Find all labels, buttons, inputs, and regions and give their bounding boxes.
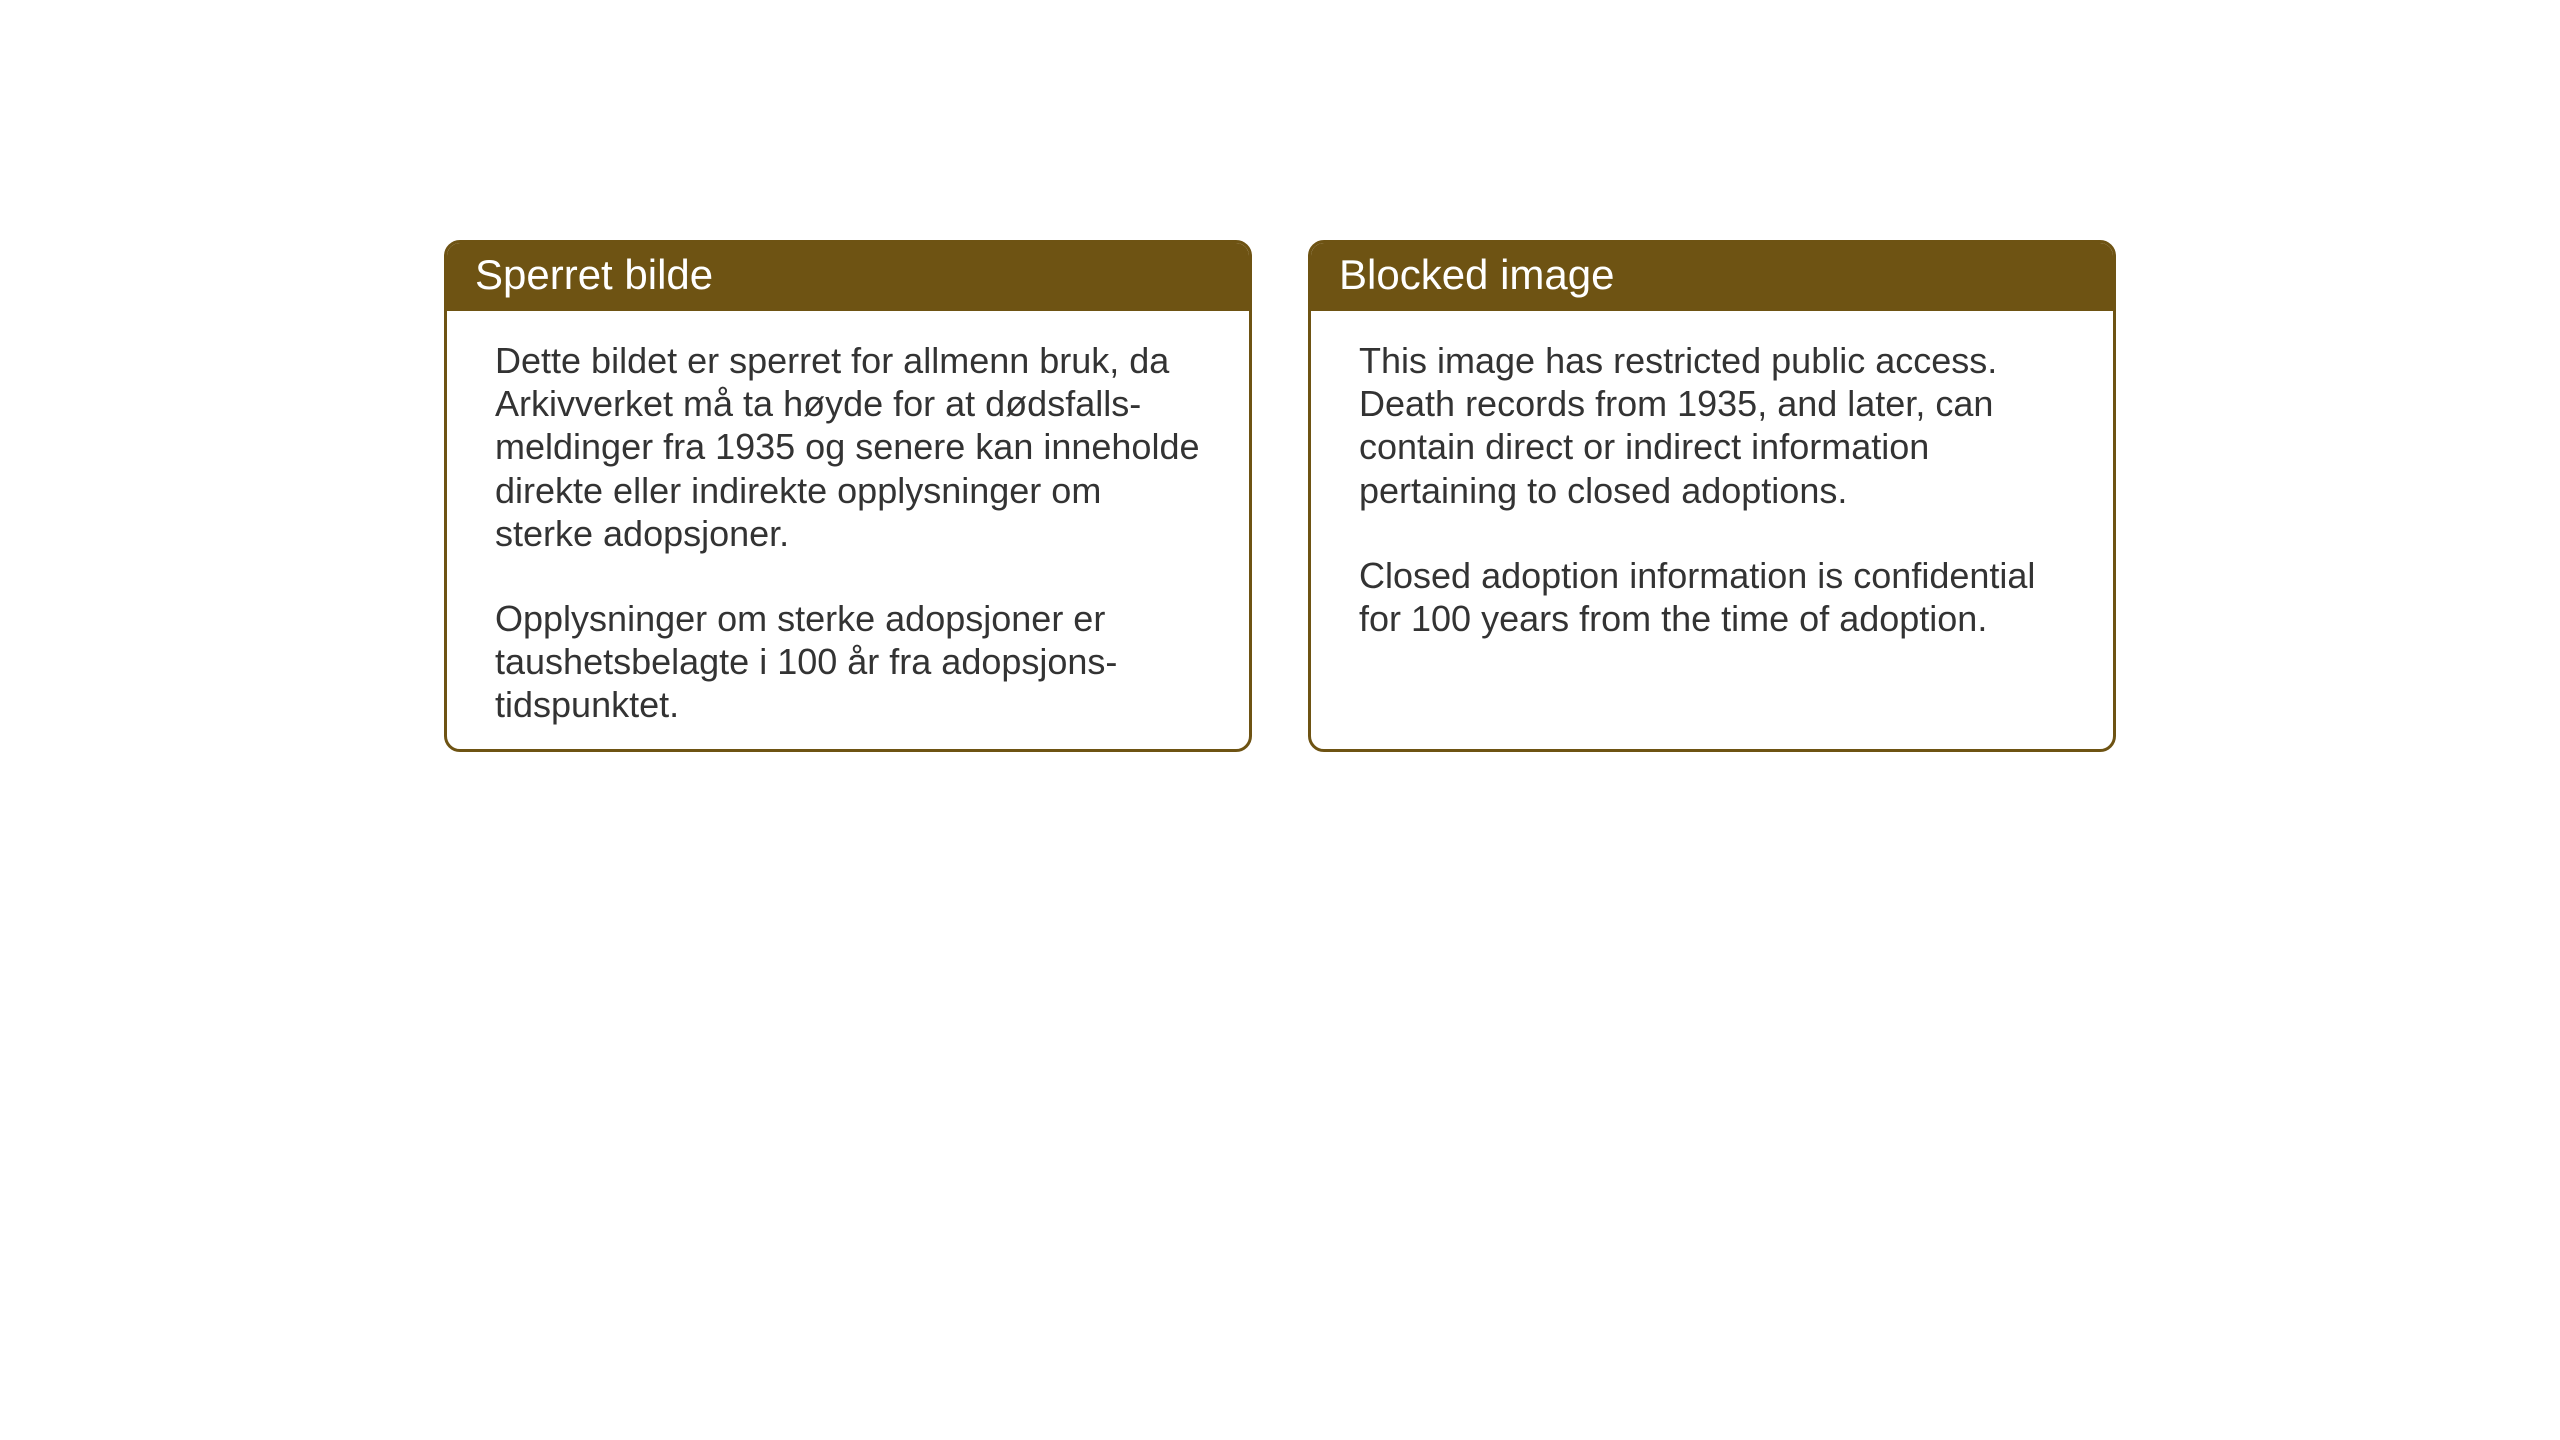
notice-container: Sperret bilde Dette bildet er sperret fo… (444, 240, 2116, 752)
card-body-english: This image has restricted public access.… (1311, 311, 2113, 668)
notice-card-norwegian: Sperret bilde Dette bildet er sperret fo… (444, 240, 1252, 752)
card-title-norwegian: Sperret bilde (475, 251, 713, 298)
card-paragraph-norwegian-2: Opplysninger om sterke adopsjoner er tau… (495, 597, 1201, 727)
card-header-english: Blocked image (1311, 243, 2113, 311)
card-paragraph-english-1: This image has restricted public access.… (1359, 339, 2065, 512)
card-header-norwegian: Sperret bilde (447, 243, 1249, 311)
notice-card-english: Blocked image This image has restricted … (1308, 240, 2116, 752)
card-title-english: Blocked image (1339, 251, 1614, 298)
card-paragraph-norwegian-1: Dette bildet er sperret for allmenn bruk… (495, 339, 1201, 555)
card-paragraph-english-2: Closed adoption information is confident… (1359, 554, 2065, 640)
card-body-norwegian: Dette bildet er sperret for allmenn bruk… (447, 311, 1249, 752)
